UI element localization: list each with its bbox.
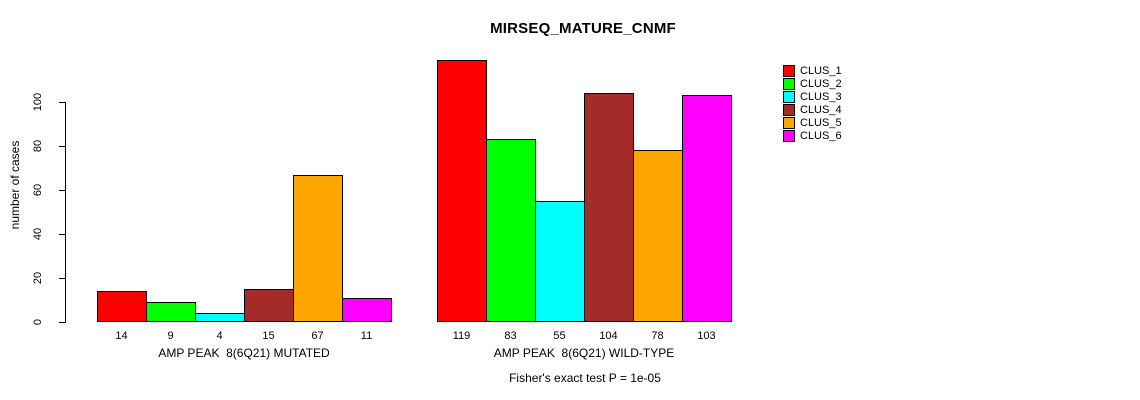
y-axis-tick-label: 20 <box>32 271 44 285</box>
bar-value-label: 55 <box>553 330 566 342</box>
y-axis-tick <box>59 278 65 279</box>
legend-item-clus-1: CLUS_1 <box>783 64 842 77</box>
y-axis-tick-label: 100 <box>32 92 44 112</box>
legend-swatch-clus-4 <box>783 103 795 116</box>
legend-item-clus-6: CLUS_6 <box>783 129 842 142</box>
group-label-wildtype: AMP PEAK 8(6Q21) WILD-TYPE <box>493 346 675 360</box>
legend-item-clus-5: CLUS_5 <box>783 116 842 129</box>
legend-label-clus-3: CLUS_3 <box>800 90 842 103</box>
bar-clus_6-wildtype <box>682 95 732 322</box>
bar-clus_1-mutated <box>97 291 147 322</box>
legend-label-clus-6: CLUS_6 <box>800 129 842 142</box>
y-axis-tick-label: 80 <box>32 139 44 153</box>
legend-swatch-clus-6 <box>783 129 795 142</box>
y-axis-tick <box>59 234 65 235</box>
bar-value-label: 78 <box>651 330 664 342</box>
bar-value-label: 11 <box>360 330 373 342</box>
legend-swatch-clus-3 <box>783 90 795 103</box>
bar-value-label: 119 <box>452 330 471 342</box>
group-label-mutated: AMP PEAK 8(6Q21) MUTATED <box>158 346 330 360</box>
bar-value-label: 4 <box>216 330 223 342</box>
legend-swatch-clus-1 <box>783 64 795 77</box>
y-axis-tick <box>59 322 65 323</box>
fisher-test-annotation: Fisher's exact test P = 1e-05 <box>509 371 661 385</box>
legend: CLUS_1 CLUS_2 CLUS_3 CLUS_4 CLUS_5 CLUS_… <box>783 64 842 142</box>
y-axis-tick <box>59 102 65 103</box>
bar-clus_4-mutated <box>244 289 294 322</box>
legend-item-clus-2: CLUS_2 <box>783 77 842 90</box>
legend-label-clus-1: CLUS_1 <box>800 64 842 77</box>
y-axis-tick-label: 0 <box>32 318 44 326</box>
bar-clus_3-mutated <box>195 313 245 322</box>
bar-clus_5-wildtype <box>633 150 683 322</box>
legend-item-clus-3: CLUS_3 <box>783 90 842 103</box>
bar-clus_1-wildtype <box>437 60 487 322</box>
bar-clus_5-mutated <box>293 175 343 322</box>
bar-value-label: 103 <box>697 330 716 342</box>
bar-value-label: 104 <box>599 330 618 342</box>
bar-clus_4-wildtype <box>584 93 634 322</box>
legend-label-clus-4: CLUS_4 <box>800 103 842 116</box>
bar-value-label: 9 <box>167 330 174 342</box>
bar-clus_3-wildtype <box>535 201 585 322</box>
bar-value-label: 14 <box>115 330 128 342</box>
bar-value-label: 15 <box>262 330 275 342</box>
bar-value-label: 67 <box>311 330 324 342</box>
legend-item-clus-4: CLUS_4 <box>783 103 842 116</box>
chart-title: MIRSEQ_MATURE_CNMF <box>490 20 676 37</box>
legend-label-clus-2: CLUS_2 <box>800 77 842 90</box>
y-axis-label: number of cases <box>8 140 22 230</box>
bar-clus_6-mutated <box>342 298 392 322</box>
bar-clus_2-mutated <box>146 302 196 322</box>
y-axis-tick-label: 40 <box>32 227 44 241</box>
bar-value-label: 83 <box>504 330 517 342</box>
y-axis-tick <box>59 146 65 147</box>
legend-label-clus-5: CLUS_5 <box>800 116 842 129</box>
bar-clus_2-wildtype <box>486 139 536 322</box>
legend-swatch-clus-5 <box>783 116 795 129</box>
y-axis-line <box>65 102 66 323</box>
legend-swatch-clus-2 <box>783 77 795 90</box>
y-axis-tick-label: 60 <box>32 183 44 197</box>
y-axis-tick <box>59 190 65 191</box>
